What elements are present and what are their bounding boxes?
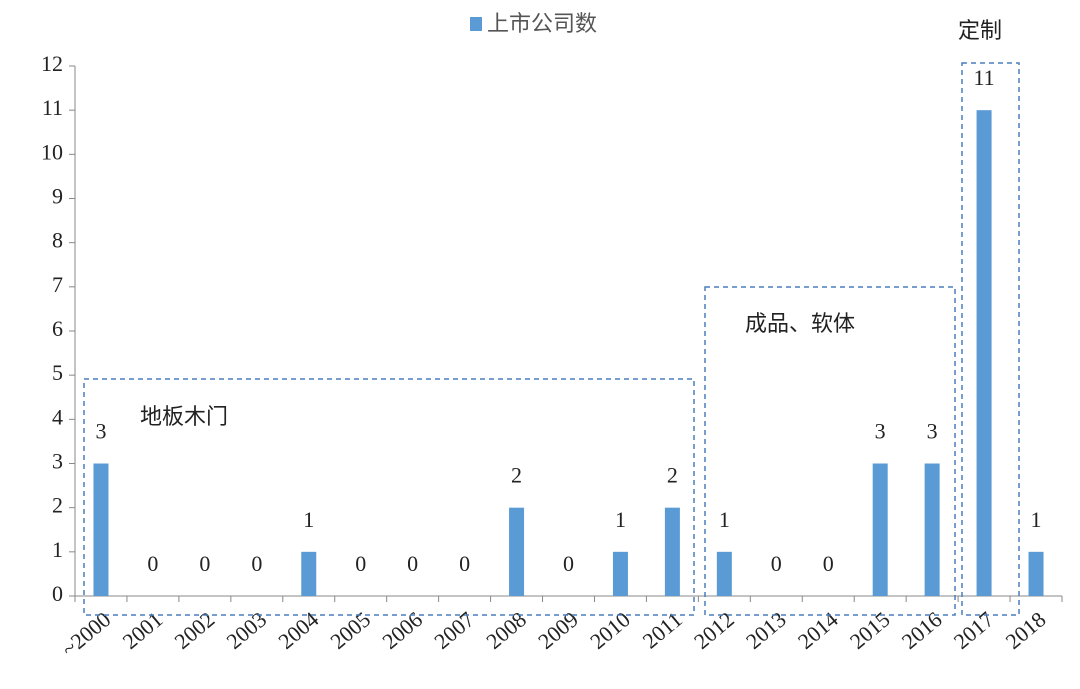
x-tick-label: 2009 — [533, 607, 583, 654]
x-tick-label: 2013 — [741, 607, 791, 654]
x-tick-label: 2007 — [429, 607, 479, 654]
data-label: 2 — [511, 463, 522, 488]
bar — [1028, 551, 1044, 596]
x-tick-label: 2006 — [377, 607, 427, 654]
bar — [93, 463, 109, 596]
annotation: 定制 — [958, 19, 1002, 44]
data-label: 3 — [95, 419, 106, 444]
data-label: 1 — [719, 507, 730, 532]
data-label: 0 — [563, 551, 574, 576]
bar — [872, 463, 888, 596]
bar — [612, 551, 628, 596]
x-tick-label: 2015 — [845, 607, 895, 654]
data-label: 0 — [407, 551, 418, 576]
data-label: 1 — [303, 507, 314, 532]
x-tick-label: 2018 — [1001, 607, 1051, 654]
legend-label: 上市公司数 — [487, 12, 597, 37]
y-tick-label: 4 — [52, 404, 63, 429]
annotation: 成品、软体 — [745, 312, 855, 337]
data-label: 3 — [927, 419, 938, 444]
y-tick-label: 1 — [52, 537, 63, 562]
x-tick-label: 2003 — [221, 607, 271, 654]
data-label: 0 — [771, 551, 782, 576]
x-tick-label: 2014 — [793, 607, 843, 654]
x-tick-label: 2011 — [638, 607, 687, 654]
y-tick-label: 12 — [41, 51, 63, 76]
x-tick-label: 2001 — [118, 607, 168, 654]
group-box — [961, 62, 1020, 616]
data-label: 0 — [251, 551, 262, 576]
x-tick-label: 2008 — [481, 607, 531, 654]
data-label: 0 — [459, 551, 470, 576]
y-tick-label: 5 — [52, 360, 63, 385]
legend-swatch — [470, 17, 482, 31]
x-tick-label: 2010 — [585, 607, 635, 654]
bar — [509, 507, 525, 596]
x-tick-label: 2012 — [689, 607, 739, 654]
data-label: 11 — [973, 65, 994, 90]
x-tick-label: 2005 — [325, 607, 375, 654]
x-tick-label: 2016 — [897, 607, 947, 654]
data-label: 2 — [667, 463, 678, 488]
y-tick-label: 9 — [52, 184, 63, 209]
x-tick-label: 2017 — [949, 607, 999, 654]
bar — [301, 551, 317, 596]
y-tick-label: 11 — [42, 95, 63, 120]
data-label: 1 — [615, 507, 626, 532]
x-tick-label: 2002 — [170, 607, 220, 654]
y-tick-label: 10 — [41, 139, 63, 164]
y-tick-label: 8 — [52, 228, 63, 253]
y-tick-label: 0 — [52, 581, 63, 606]
y-tick-label: 3 — [52, 449, 63, 474]
bar — [664, 507, 680, 596]
annotation: 地板木门 — [140, 405, 228, 430]
bar — [976, 110, 992, 597]
y-tick-label: 7 — [52, 272, 63, 297]
bar — [716, 551, 732, 596]
bar — [924, 463, 940, 596]
y-tick-label: 6 — [52, 316, 63, 341]
data-label: 0 — [823, 551, 834, 576]
data-label: 3 — [875, 419, 886, 444]
group-box — [704, 286, 956, 616]
x-tick-label: 2004 — [273, 607, 323, 654]
data-label: 1 — [1031, 507, 1042, 532]
data-label: 0 — [199, 551, 210, 576]
data-label: 0 — [147, 551, 158, 576]
y-tick-label: 2 — [52, 493, 63, 518]
data-label: 0 — [355, 551, 366, 576]
